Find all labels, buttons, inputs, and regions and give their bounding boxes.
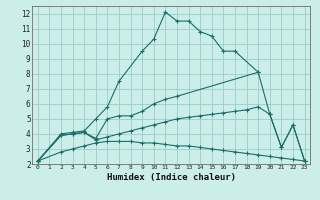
X-axis label: Humidex (Indice chaleur): Humidex (Indice chaleur) (107, 173, 236, 182)
